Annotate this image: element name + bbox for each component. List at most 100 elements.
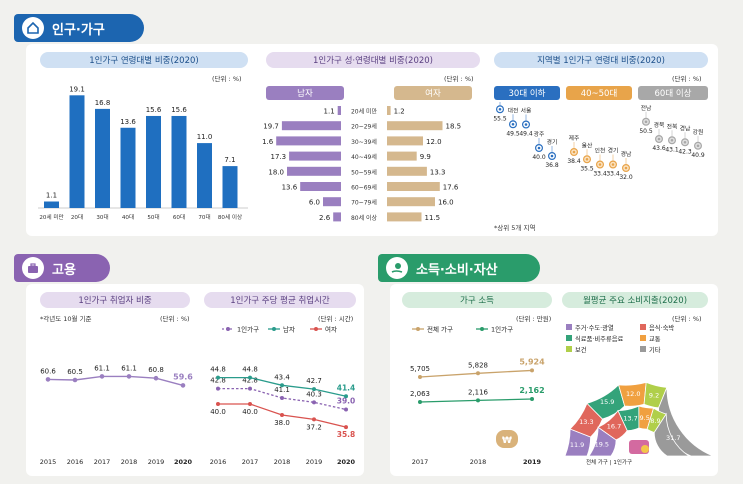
age-category-label: 20세 미만 [351,108,378,116]
bar-male [337,106,341,115]
region-value-label: 38.4 [567,158,581,165]
bar-male [289,151,341,161]
unit-label: (단위 : %) [212,75,242,83]
point-value-label: 42.8 [210,377,226,385]
bar-value-label: 7.1 [224,156,235,164]
region-name-label: 전북 [667,122,678,130]
slice-value-label: 13.7 [623,414,637,422]
bar-female [387,136,423,146]
money-hand-icon [386,257,408,279]
bar [69,95,85,208]
x-tick-label: 2017 [412,458,429,466]
age-category-label: 30~39세 [351,138,377,146]
point-value-label: 42.8 [242,377,258,385]
point-value-label: 2,116 [468,388,489,396]
legend-label: 보건 [575,345,587,354]
work-hours-legend: 1인가구 남자 여자 [222,325,337,334]
point-value-label: 38.0 [274,419,290,427]
legend-swatch [640,335,646,341]
data-point [248,386,252,391]
bar-value-label: 15.6 [171,106,187,114]
data-point [476,371,480,376]
point-value-label: 5,828 [468,361,488,369]
bar-female [387,151,417,161]
data-point [530,368,534,373]
data-point [216,375,220,380]
bar-female [387,197,435,207]
bar-value-label: 21.6 [262,138,274,146]
age-category-label: 50~59세 [351,168,377,176]
x-tick-label: 2019 [523,458,542,466]
point-value-label: 41.4 [337,383,356,392]
bar-female [387,212,422,222]
population-panel [26,44,718,236]
data-point [344,394,348,399]
slice-value-label: 15.9 [600,398,614,406]
legend-label: 주거·수도·광열 [575,323,614,332]
legend-swatch [640,346,646,352]
data-point [45,377,51,382]
bar-value-label: 15.6 [146,106,162,114]
employment-panel [26,284,364,476]
region-marker-dot [696,144,700,148]
legend-marker [314,327,318,331]
point-value-label: 40.0 [242,408,258,416]
bar-value-label: 12.0 [426,138,442,146]
bar-value-label: 2.6 [319,214,331,222]
income-legend: 전체 가구 1인가구 [412,325,513,334]
region-name-label: 경기 [608,147,619,155]
x-tick-label: 2019 [148,458,165,466]
briefcase-icon [22,257,44,279]
region-value-label: 49.5 [506,130,520,137]
point-value-label: 2,162 [519,386,544,395]
region-marker-dot [611,163,615,166]
data-point [312,400,316,405]
region-value-label: 33.4 [593,171,607,178]
legend-label: 1인가구 [237,325,259,334]
data-point [476,398,480,403]
x-tick-label: 50대 [147,213,159,221]
age-bar-chart: 1.1 20세 미만 19.1 20대 16.8 30대 13.6 40대 15.6 50대 15.… [38,85,248,221]
region-name-label: 울산 [582,141,593,149]
region-value-label: 40.9 [691,152,705,159]
slice-value-label: 11.9 [570,441,584,449]
legend-male: 남자 [266,86,344,100]
legend-label: 여자 [325,325,337,334]
data-point [153,375,159,381]
x-tick-label: 60대 [173,213,185,221]
chart-title-age-ratio: 1인가구 연령대별 비중(2020) [40,52,248,68]
spending-donut-chart: 11.9 13.3 15.9 12.0 9.2 37.7 19.5 16.713.7 9.5 8.… [564,381,714,466]
bar-value-label: 13.6 [120,118,136,126]
legend-label: 남자 [283,325,295,334]
age-category-label: 80세 이상 [351,214,378,222]
slice-value-label: 13.3 [579,418,593,426]
bar [171,115,187,208]
point-value-label: 5,705 [410,365,430,373]
unit-label: (단위 : %) [444,75,474,83]
line-series [47,375,184,387]
slice-value-label: 31.7 [666,434,680,442]
age-category-label: 70~79세 [351,199,377,207]
region-name-label: 경남 [621,150,632,158]
point-value-label: 44.8 [242,366,258,374]
bar-female [387,106,391,115]
data-point [216,402,220,406]
bar-female [387,121,443,131]
point-value-label: 37.2 [306,423,322,431]
point-value-label: 60.8 [148,366,164,374]
section-header-employment: 고용 [14,254,110,282]
data-point [248,375,252,380]
x-tick-label: 2019 [306,458,323,466]
region-marker-dot [524,123,528,126]
section-header-population: 인구·가구 [14,14,144,42]
bar-value-label: 11.0 [197,133,213,141]
chart-title-employment-ratio: 1인가구 취업자 비중 [40,292,190,308]
age-category-label: 20~29세 [351,123,377,131]
region-name-label: 전남 [641,104,652,112]
bar [197,143,212,208]
region-name-label: 제주 [569,134,580,142]
regional-chart: 세종55.5대전49.5서울49.4광주40.0경기36.8제주38.4울산35… [493,102,705,181]
chart-title-gender-age: 1인가구 성·연령대별 비중(2020) [266,52,480,68]
data-point [72,377,78,383]
